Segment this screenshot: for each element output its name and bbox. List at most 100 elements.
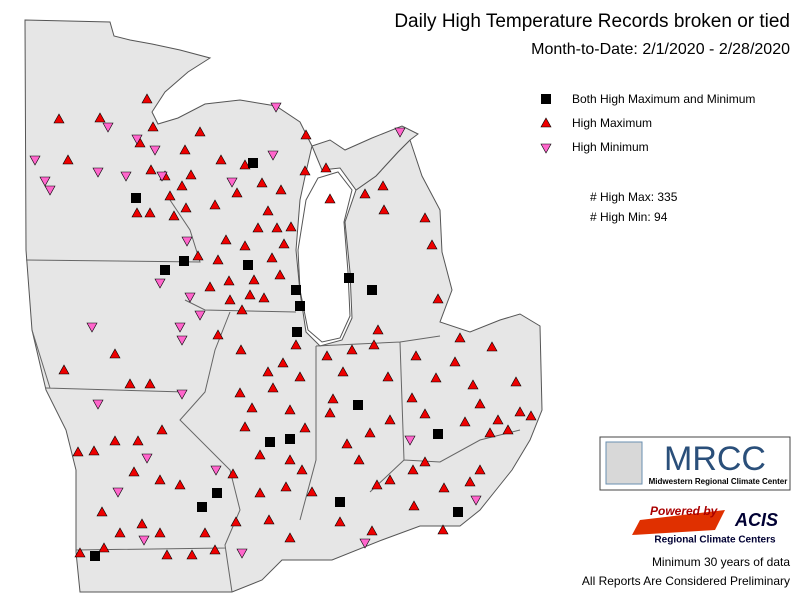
high-max-marker: [502, 424, 514, 435]
high-max-marker: [284, 454, 296, 465]
high-max-marker: [244, 289, 256, 300]
high-min-marker: [176, 335, 188, 346]
high-max-marker: [176, 180, 188, 191]
high-max-marker: [215, 154, 227, 165]
high-max-marker: [58, 364, 70, 375]
title: Daily High Temperature Records broken or…: [394, 11, 790, 32]
high-min-marker: [174, 322, 186, 333]
high-max-marker: [300, 129, 312, 140]
high-min-marker: [44, 185, 56, 196]
high-min-marker: [112, 487, 124, 498]
high-max-marker: [109, 348, 121, 359]
high-max-marker: [368, 339, 380, 350]
high-max-marker: [324, 407, 336, 418]
legend-label: High Minimum: [572, 140, 649, 154]
high-min-marker: [394, 127, 406, 138]
high-max-marker: [224, 294, 236, 305]
high-min-marker: [29, 155, 41, 166]
high-max-marker: [154, 474, 166, 485]
high-max-marker: [96, 506, 108, 517]
high-max-marker: [474, 464, 486, 475]
note: All Reports Are Considered Preliminary: [582, 574, 790, 588]
high-max-marker: [144, 378, 156, 389]
high-max-marker: [204, 281, 216, 292]
high-min-marker: [210, 465, 222, 476]
high-max-marker: [185, 169, 197, 180]
high-max-marker: [320, 162, 332, 173]
both-marker: [285, 434, 295, 444]
high-max-marker: [384, 414, 396, 425]
high-max-marker: [408, 500, 420, 511]
high-min-marker: [86, 322, 98, 333]
high-max-marker: [147, 121, 159, 132]
high-max-marker: [98, 542, 110, 553]
both-marker: [291, 285, 301, 295]
upper-peninsula: [311, 125, 419, 191]
high-max-marker: [72, 446, 84, 457]
both-marker: [212, 488, 222, 498]
high-max-marker: [464, 476, 476, 487]
both-marker: [197, 502, 207, 512]
high-max-marker: [246, 402, 258, 413]
high-min-marker: [359, 538, 371, 549]
subtitle: Month-to-Date: 2/1/2020 - 2/28/2020: [531, 41, 790, 58]
high-max-marker: [284, 404, 296, 415]
high-max-marker: [258, 292, 270, 303]
high-max-marker: [334, 516, 346, 527]
high-min-marker: [141, 453, 153, 464]
high-max-marker: [262, 366, 274, 377]
high-max-marker: [168, 210, 180, 221]
high-max-marker: [267, 382, 279, 393]
high-max-marker: [271, 222, 283, 233]
high-max-marker: [239, 240, 251, 251]
both-marker: [90, 551, 100, 561]
logo-subtext: Midwestern Regional Climate Center: [649, 477, 788, 486]
high-max-marker: [299, 165, 311, 176]
high-max-marker: [407, 464, 419, 475]
high-max-marker: [327, 393, 339, 404]
high-max-marker: [410, 350, 422, 361]
both-marker: [295, 301, 305, 311]
high-max-marker: [194, 126, 206, 137]
high-min-marker: [236, 548, 248, 559]
high-max-marker: [467, 379, 479, 390]
high-max-marker: [109, 435, 121, 446]
both-marker: [160, 265, 170, 275]
high-max-marker: [234, 387, 246, 398]
high-min-marker: [39, 176, 51, 187]
high-max-marker: [136, 518, 148, 529]
high-max-marker: [275, 184, 287, 195]
high-min-marker: [102, 122, 114, 133]
logo-swoosh: [632, 510, 725, 535]
high-min-marker: [92, 399, 104, 410]
high-max-marker: [437, 524, 449, 535]
high-max-marker: [378, 204, 390, 215]
high-max-marker: [474, 398, 486, 409]
high-max-marker: [199, 527, 211, 538]
high-max-marker: [359, 188, 371, 199]
legend-triangle-down: [540, 143, 552, 154]
both-marker: [433, 429, 443, 439]
high-max-marker: [141, 93, 153, 104]
both-marker: [344, 273, 354, 283]
high-max-marker: [353, 454, 365, 465]
high-max-marker: [486, 341, 498, 352]
legend-square: [541, 94, 551, 104]
high-max-marker: [145, 164, 157, 175]
high-max-marker: [179, 144, 191, 155]
high-max-marker: [371, 479, 383, 490]
both-marker: [179, 256, 189, 266]
high-max-marker: [256, 177, 268, 188]
logo-text: MRCC: [664, 440, 766, 478]
high-max-marker: [235, 344, 247, 355]
high-min-marker: [120, 171, 132, 182]
acis-subtext: Regional Climate Centers: [654, 535, 776, 546]
high-max-marker: [192, 250, 204, 261]
high-max-marker: [236, 304, 248, 315]
high-max-marker: [285, 221, 297, 232]
high-max-marker: [88, 445, 100, 456]
high-min-marker: [154, 278, 166, 289]
high-max-marker: [419, 408, 431, 419]
high-max-marker: [248, 274, 260, 285]
